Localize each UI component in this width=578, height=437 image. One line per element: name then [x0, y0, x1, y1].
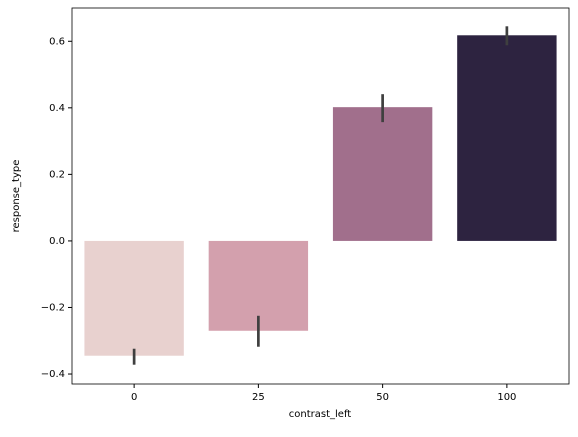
x-tick-label: 25	[252, 392, 265, 403]
x-tick-label: 100	[497, 392, 516, 403]
plot-frame	[71, 7, 570, 385]
x-axis-label: contrast_left	[289, 409, 352, 420]
y-axis-label: response_type	[11, 160, 22, 233]
y-tick-label: 0.6	[49, 36, 65, 47]
y-tick-label: 0.0	[49, 236, 65, 247]
bar	[84, 240, 184, 356]
bar	[457, 35, 557, 241]
x-tick-label: 0	[131, 392, 137, 403]
y-tick-label: 0.2	[49, 169, 65, 180]
y-tick-label: −0.2	[41, 302, 65, 313]
y-tick-label: 0.4	[49, 103, 65, 114]
x-tick-label: 50	[376, 392, 389, 403]
bar	[332, 107, 433, 241]
y-tick-label: −0.4	[41, 369, 65, 380]
